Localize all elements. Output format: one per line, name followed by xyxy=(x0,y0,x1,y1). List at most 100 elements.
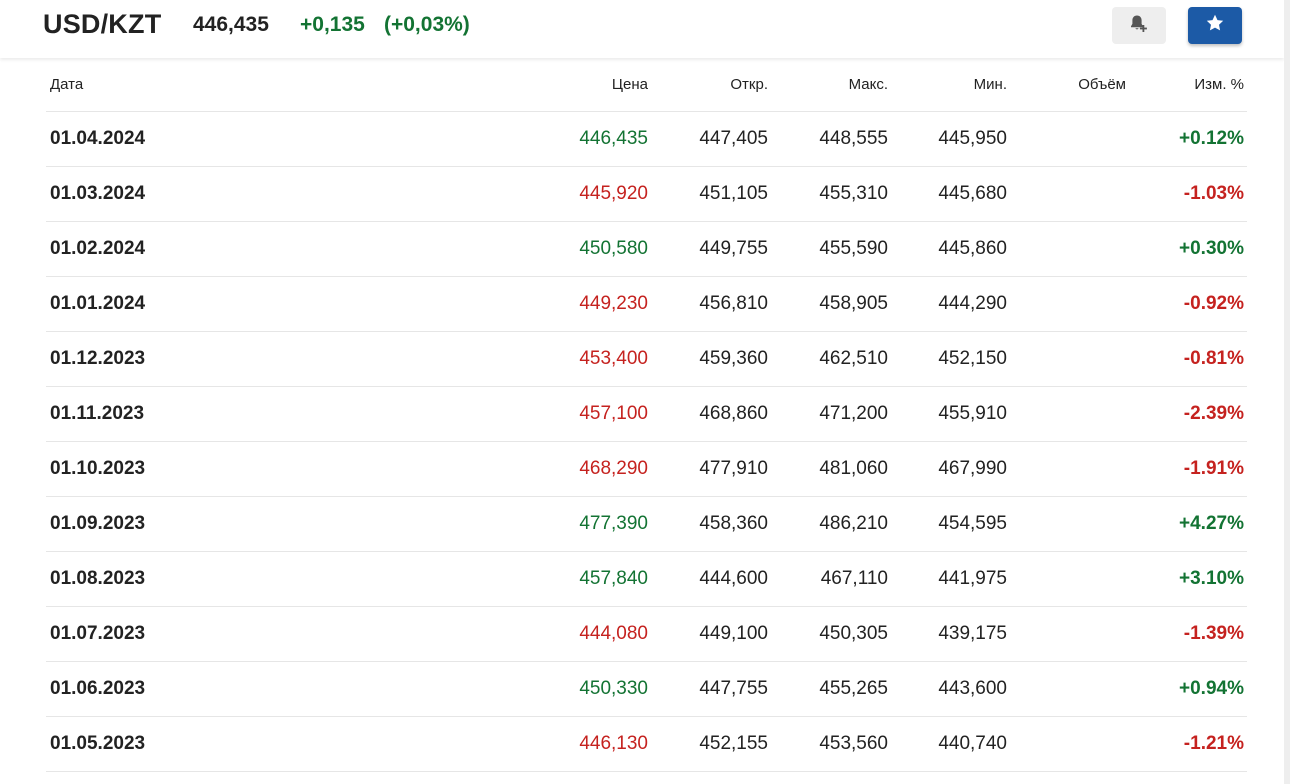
cell-price: 453,400 xyxy=(290,331,650,387)
cell-price: 444,080 xyxy=(290,606,650,662)
table-row[interactable]: 01.07.2023 444,080 449,100 450,305 439,175 -1… xyxy=(46,606,1247,662)
cell-date: 01.12.2023 xyxy=(46,331,290,387)
cell-high: 481,060 xyxy=(768,441,888,497)
cell-volume xyxy=(1007,441,1126,497)
table-row[interactable]: 01.02.2024 450,580 449,755 455,590 445,860 +0… xyxy=(46,221,1247,277)
table-row[interactable]: 01.08.2023 457,840 444,600 467,110 441,975 +3… xyxy=(46,551,1247,607)
add-favorite-button[interactable] xyxy=(1188,7,1242,44)
cell-low: 452,150 xyxy=(888,331,1007,387)
cell-high: 467,110 xyxy=(768,551,888,607)
cell-low: 445,860 xyxy=(888,221,1007,277)
cell-date: 01.02.2024 xyxy=(46,221,290,277)
table-row[interactable]: 01.06.2023 450,330 447,755 455,265 443,600 +0… xyxy=(46,661,1247,717)
cell-open: 449,755 xyxy=(650,221,768,277)
table-row[interactable]: 01.09.2023 477,390 458,360 486,210 454,595 +4… xyxy=(46,496,1247,552)
cell-high: 462,510 xyxy=(768,331,888,387)
cell-volume xyxy=(1007,661,1126,717)
cell-date: 01.09.2023 xyxy=(46,496,290,552)
table-row[interactable]: 01.01.2024 449,230 456,810 458,905 444,290 -0… xyxy=(46,276,1247,332)
cell-price: 449,230 xyxy=(290,276,650,332)
pair-title: USD/KZT xyxy=(43,9,162,39)
cell-open: 477,910 xyxy=(650,441,768,497)
cell-open: 444,600 xyxy=(650,551,768,607)
cell-open: 458,360 xyxy=(650,496,768,552)
cell-price: 445,920 xyxy=(290,166,650,222)
quote-header: USD/KZT 446,435 +0,135 (+0,03%) xyxy=(0,0,1284,58)
column-header-change[interactable]: Изм. % xyxy=(1126,58,1247,112)
cell-price: 477,390 xyxy=(290,496,650,552)
cell-low: 441,975 xyxy=(888,551,1007,607)
cell-change: -1.21% xyxy=(1126,716,1247,772)
cell-low: 439,175 xyxy=(888,606,1007,662)
cell-open: 456,810 xyxy=(650,276,768,332)
cell-high: 486,210 xyxy=(768,496,888,552)
cell-price: 457,840 xyxy=(290,551,650,607)
table-row[interactable]: 01.12.2023 453,400 459,360 462,510 452,150 -0… xyxy=(46,331,1247,387)
table-row[interactable]: 01.04.2024 446,435 447,405 448,555 445,950 +0… xyxy=(46,111,1247,167)
cell-open: 447,405 xyxy=(650,111,768,167)
add-alert-button[interactable] xyxy=(1112,7,1166,44)
cell-change: -1.39% xyxy=(1126,606,1247,662)
cell-volume xyxy=(1007,551,1126,607)
cell-low: 445,680 xyxy=(888,166,1007,222)
cell-change: +3.10% xyxy=(1126,551,1247,607)
table-row[interactable]: 01.11.2023 457,100 468,860 471,200 455,910 -2… xyxy=(46,386,1247,442)
cell-price: 446,435 xyxy=(290,111,650,167)
cell-volume xyxy=(1007,331,1126,387)
cell-low: 445,950 xyxy=(888,111,1007,167)
historical-data-table: Дата Цена Откр. Макс. Мин. Объём Изм. % … xyxy=(46,58,1247,772)
price-change: +0,135 xyxy=(300,13,365,36)
cell-date: 01.05.2023 xyxy=(46,716,290,772)
cell-low: 455,910 xyxy=(888,386,1007,442)
cell-high: 471,200 xyxy=(768,386,888,442)
cell-change: -0.81% xyxy=(1126,331,1247,387)
cell-high: 455,590 xyxy=(768,221,888,277)
cell-change: -1.91% xyxy=(1126,441,1247,497)
column-header-price[interactable]: Цена xyxy=(290,58,650,112)
table-row[interactable]: 01.05.2023 446,130 452,155 453,560 440,740 -1… xyxy=(46,716,1247,772)
cell-date: 01.07.2023 xyxy=(46,606,290,662)
cell-high: 450,305 xyxy=(768,606,888,662)
cell-high: 455,310 xyxy=(768,166,888,222)
bell-plus-icon xyxy=(1128,12,1150,39)
column-header-volume[interactable]: Объём xyxy=(1007,58,1126,112)
cell-open: 451,105 xyxy=(650,166,768,222)
cell-volume xyxy=(1007,716,1126,772)
cell-date: 01.10.2023 xyxy=(46,441,290,497)
table-row[interactable]: 01.03.2024 445,920 451,105 455,310 445,680 -1… xyxy=(46,166,1247,222)
column-header-high[interactable]: Макс. xyxy=(768,58,888,112)
cell-change: -1.03% xyxy=(1126,166,1247,222)
cell-open: 468,860 xyxy=(650,386,768,442)
cell-change: +0.12% xyxy=(1126,111,1247,167)
cell-low: 467,990 xyxy=(888,441,1007,497)
cell-change: -0.92% xyxy=(1126,276,1247,332)
cell-low: 443,600 xyxy=(888,661,1007,717)
cell-high: 455,265 xyxy=(768,661,888,717)
cell-change: +0.94% xyxy=(1126,661,1247,717)
cell-price: 468,290 xyxy=(290,441,650,497)
cell-price: 450,580 xyxy=(290,221,650,277)
cell-date: 01.01.2024 xyxy=(46,276,290,332)
column-header-low[interactable]: Мин. xyxy=(888,58,1007,112)
cell-change: -2.39% xyxy=(1126,386,1247,442)
cell-open: 447,755 xyxy=(650,661,768,717)
cell-low: 440,740 xyxy=(888,716,1007,772)
star-icon xyxy=(1205,13,1225,38)
scrollbar-track[interactable] xyxy=(1284,0,1290,784)
table-row[interactable]: 01.10.2023 468,290 477,910 481,060 467,990 -1… xyxy=(46,441,1247,497)
cell-high: 448,555 xyxy=(768,111,888,167)
column-header-date[interactable]: Дата xyxy=(46,58,290,112)
column-header-open[interactable]: Откр. xyxy=(650,58,768,112)
cell-date: 01.06.2023 xyxy=(46,661,290,717)
cell-volume xyxy=(1007,111,1126,167)
cell-low: 444,290 xyxy=(888,276,1007,332)
table-body: 01.04.2024 446,435 447,405 448,555 445,950 +0… xyxy=(46,111,1247,772)
cell-open: 449,100 xyxy=(650,606,768,662)
cell-price: 446,130 xyxy=(290,716,650,772)
price-change-percent: (+0,03%) xyxy=(384,13,470,36)
cell-volume xyxy=(1007,606,1126,662)
cell-volume xyxy=(1007,166,1126,222)
cell-date: 01.11.2023 xyxy=(46,386,290,442)
cell-open: 452,155 xyxy=(650,716,768,772)
